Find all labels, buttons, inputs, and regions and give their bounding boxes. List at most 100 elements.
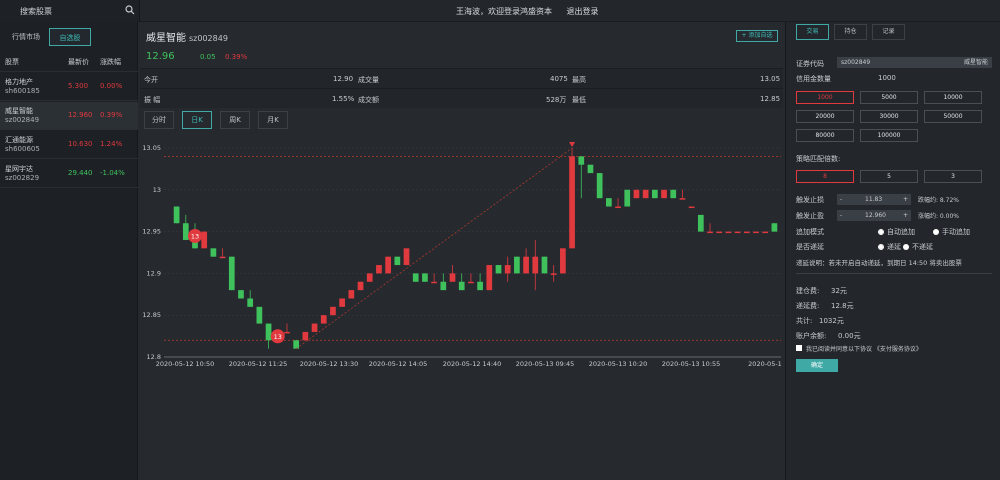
radio-selected-icon[interactable] <box>878 244 884 250</box>
y-tick-label: 12.95 <box>142 228 161 236</box>
candle-body <box>734 231 741 234</box>
list-item[interactable]: 威星智能 sz002849 12.960 0.39% <box>0 102 138 130</box>
candlestick-chart[interactable]: 13.05 13 12.95 12.9 12.85 12.8 13 13 2020-05-12 … <box>140 134 783 384</box>
confirm-button[interactable]: 确定 <box>796 359 838 372</box>
radio-icon[interactable] <box>933 229 939 235</box>
tab-favorites[interactable]: 自选股 <box>49 28 91 46</box>
code-label: 证券代码 <box>796 60 824 68</box>
defer-no-option[interactable]: 不递延 <box>903 242 933 252</box>
candle-body <box>366 273 373 282</box>
candle-body <box>642 189 649 199</box>
tab-timeshare[interactable]: 分时 <box>144 111 174 129</box>
search-label[interactable]: 搜索股票 <box>20 7 52 16</box>
stock-name: 星网宇达 <box>5 165 33 173</box>
defer-label: 是否递延 <box>796 243 824 251</box>
search-box[interactable]: 搜索股票 <box>0 0 140 22</box>
candle-body <box>753 231 759 234</box>
candle-body <box>762 231 769 234</box>
tab-position[interactable]: 持仓 <box>834 24 867 40</box>
search-icon[interactable] <box>125 5 135 15</box>
stock-change: 0.39% <box>100 111 123 119</box>
list-item[interactable]: 格力地产 sh600185 5.300 0.00% <box>0 73 138 101</box>
plus-icon[interactable]: + <box>902 212 908 219</box>
tab-daily-k[interactable]: 日K <box>182 111 212 129</box>
header-price: 最新价 <box>68 58 89 66</box>
stock-price: 5.300 <box>68 82 89 90</box>
defer-yes-option[interactable]: 递延 <box>878 242 901 252</box>
qty-option-20000[interactable]: 20000 <box>796 110 854 123</box>
high-value: 13.05 <box>760 75 781 83</box>
low-value: 12.85 <box>760 95 781 103</box>
candle-body <box>412 273 419 282</box>
code-input[interactable]: sz002849 威星智能 <box>837 57 992 68</box>
multiplier-label: 策略匹配倍数: <box>796 155 841 163</box>
candle-body <box>486 265 493 291</box>
add-mode-label: 追加模式 <box>796 228 824 236</box>
x-tick-label: 2020-05-12 11:25 <box>229 360 288 368</box>
qty-option-50000[interactable]: 50000 <box>924 110 982 123</box>
logout-link[interactable]: 退出登录 <box>566 7 599 16</box>
header-change: 涨跌幅 <box>100 58 121 66</box>
candle-body <box>449 273 456 282</box>
candle-body <box>725 231 732 234</box>
take-profit-value: 12.960 <box>865 212 886 219</box>
add-favorite-button[interactable]: + 添加自选 <box>736 30 778 42</box>
qty-option-10000[interactable]: 10000 <box>924 91 982 104</box>
x-tick-label: 2020-05-13 10:55 <box>662 360 721 368</box>
defer-note: 递延说明：若未开启自动递延，到期日 14:50 将卖出股票 <box>796 259 962 267</box>
qty-option-30000[interactable]: 30000 <box>860 110 918 123</box>
tab-monthly-k[interactable]: 月K <box>258 111 288 129</box>
marker-label: 13 <box>274 333 282 341</box>
stop-loss-pct: 跌幅约: 8.72% <box>918 197 959 204</box>
candle-body <box>587 164 594 174</box>
y-tick-label: 12.8 <box>147 353 161 361</box>
watchlist-panel: 行情市场 自选股 股票 最新价 涨跌幅 格力地产 sh600185 5.300 … <box>0 22 138 480</box>
stock-code: sh600185 <box>5 87 40 95</box>
add-mode-manual-option[interactable]: 手动追加 <box>933 227 970 237</box>
low-label: 最低 <box>572 96 586 104</box>
total-label: 共计: <box>796 317 813 325</box>
list-item[interactable]: 星网宇达 sz002829 29.440 -1.04% <box>0 160 138 188</box>
radio-selected-icon[interactable] <box>878 229 884 235</box>
code-value: sz002849 <box>841 59 871 66</box>
tab-trade[interactable]: 交易 <box>796 24 829 40</box>
tab-weekly-k[interactable]: 周K <box>220 111 250 129</box>
qty-option-80000[interactable]: 80000 <box>796 129 854 142</box>
radio-icon[interactable] <box>903 244 909 250</box>
tab-market[interactable]: 行情市场 <box>12 33 40 41</box>
stock-price: 29.440 <box>68 169 93 177</box>
candle-body <box>743 231 750 234</box>
list-item[interactable]: 汇通能源 sh600605 10.630 1.24% <box>0 131 138 159</box>
stock-change: -1.04% <box>100 169 125 177</box>
candle-body <box>661 189 667 199</box>
add-mode-auto-option[interactable]: 自动追加 <box>878 227 915 237</box>
candle-body <box>670 189 677 199</box>
divider <box>796 273 992 274</box>
plus-icon[interactable]: + <box>902 196 908 203</box>
multiplier-option-3[interactable]: 3 <box>924 170 982 183</box>
qty-option-1000[interactable]: 1000 <box>796 91 854 104</box>
balance-value: 0.00元 <box>838 332 861 340</box>
multiplier-option-8[interactable]: 8 <box>796 170 854 183</box>
qty-option-100000[interactable]: 100000 <box>860 129 918 142</box>
volume-value: 4075 <box>550 75 568 83</box>
take-profit-stepper[interactable]: - 12.960 + <box>837 210 911 221</box>
stock-change: 1.24% <box>100 140 123 148</box>
stock-price: 12.960 <box>68 111 93 119</box>
minus-icon[interactable]: - <box>840 212 843 219</box>
minus-icon[interactable]: - <box>840 196 843 203</box>
amplitude-value: 1.55% <box>332 95 355 103</box>
agree-text[interactable]: 我已阅读并同意以下协议 《支付服务协议》 <box>806 346 922 353</box>
qty-option-5000[interactable]: 5000 <box>860 91 918 104</box>
candle-body <box>293 340 300 349</box>
marker-label: 13 <box>191 232 199 240</box>
tab-records[interactable]: 记录 <box>872 24 905 40</box>
multiplier-option-5[interactable]: 5 <box>860 170 918 183</box>
candle-body <box>228 256 235 291</box>
agree-checkbox[interactable] <box>796 345 802 351</box>
watchlist-header: 股票 最新价 涨跌幅 <box>0 50 138 72</box>
candle-body <box>523 256 529 274</box>
stop-loss-stepper[interactable]: - 11.83 + <box>837 194 911 205</box>
candle-body <box>339 298 345 307</box>
add-mode-auto-label: 自动追加 <box>887 228 915 236</box>
